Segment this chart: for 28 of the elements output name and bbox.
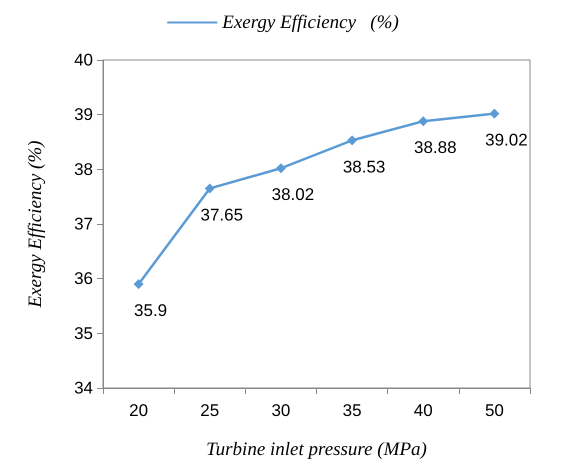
point <box>418 116 428 126</box>
y-tick-label: 36 <box>74 269 93 288</box>
point <box>204 183 215 194</box>
x-tick-label: 50 <box>484 401 504 420</box>
data-label: 39.02 <box>485 130 528 150</box>
y-tick-label: 39 <box>74 105 93 124</box>
data-label: 35.9 <box>134 301 168 320</box>
x-tick-label: 35 <box>342 401 362 420</box>
x-axis-title: Turbine inlet pressure (MPa) <box>206 439 427 460</box>
x-tick-label: 25 <box>200 401 220 420</box>
y-axis-title: Exergy Efficiency (%) <box>25 140 46 309</box>
y-tick-label: 35 <box>74 324 93 343</box>
y-tick-label: 38 <box>74 160 93 179</box>
legend-label: Exergy Efficiency (%) <box>221 12 399 33</box>
data-label: 38.53 <box>342 157 386 176</box>
x-tick-label: 30 <box>271 401 290 420</box>
data-label: 38.02 <box>272 185 314 204</box>
point <box>276 163 286 174</box>
x-tick-label: 40 <box>414 401 433 420</box>
y-tick-label: 34 <box>74 378 93 398</box>
y-tick-label: 40 <box>74 50 93 70</box>
point <box>347 135 358 146</box>
y-tick-label: 37 <box>74 214 93 234</box>
point <box>134 279 144 290</box>
point <box>489 108 500 119</box>
data-label: 38.88 <box>414 138 457 158</box>
data-label: 37.65 <box>200 205 244 224</box>
x-tick-label: 20 <box>129 401 148 420</box>
